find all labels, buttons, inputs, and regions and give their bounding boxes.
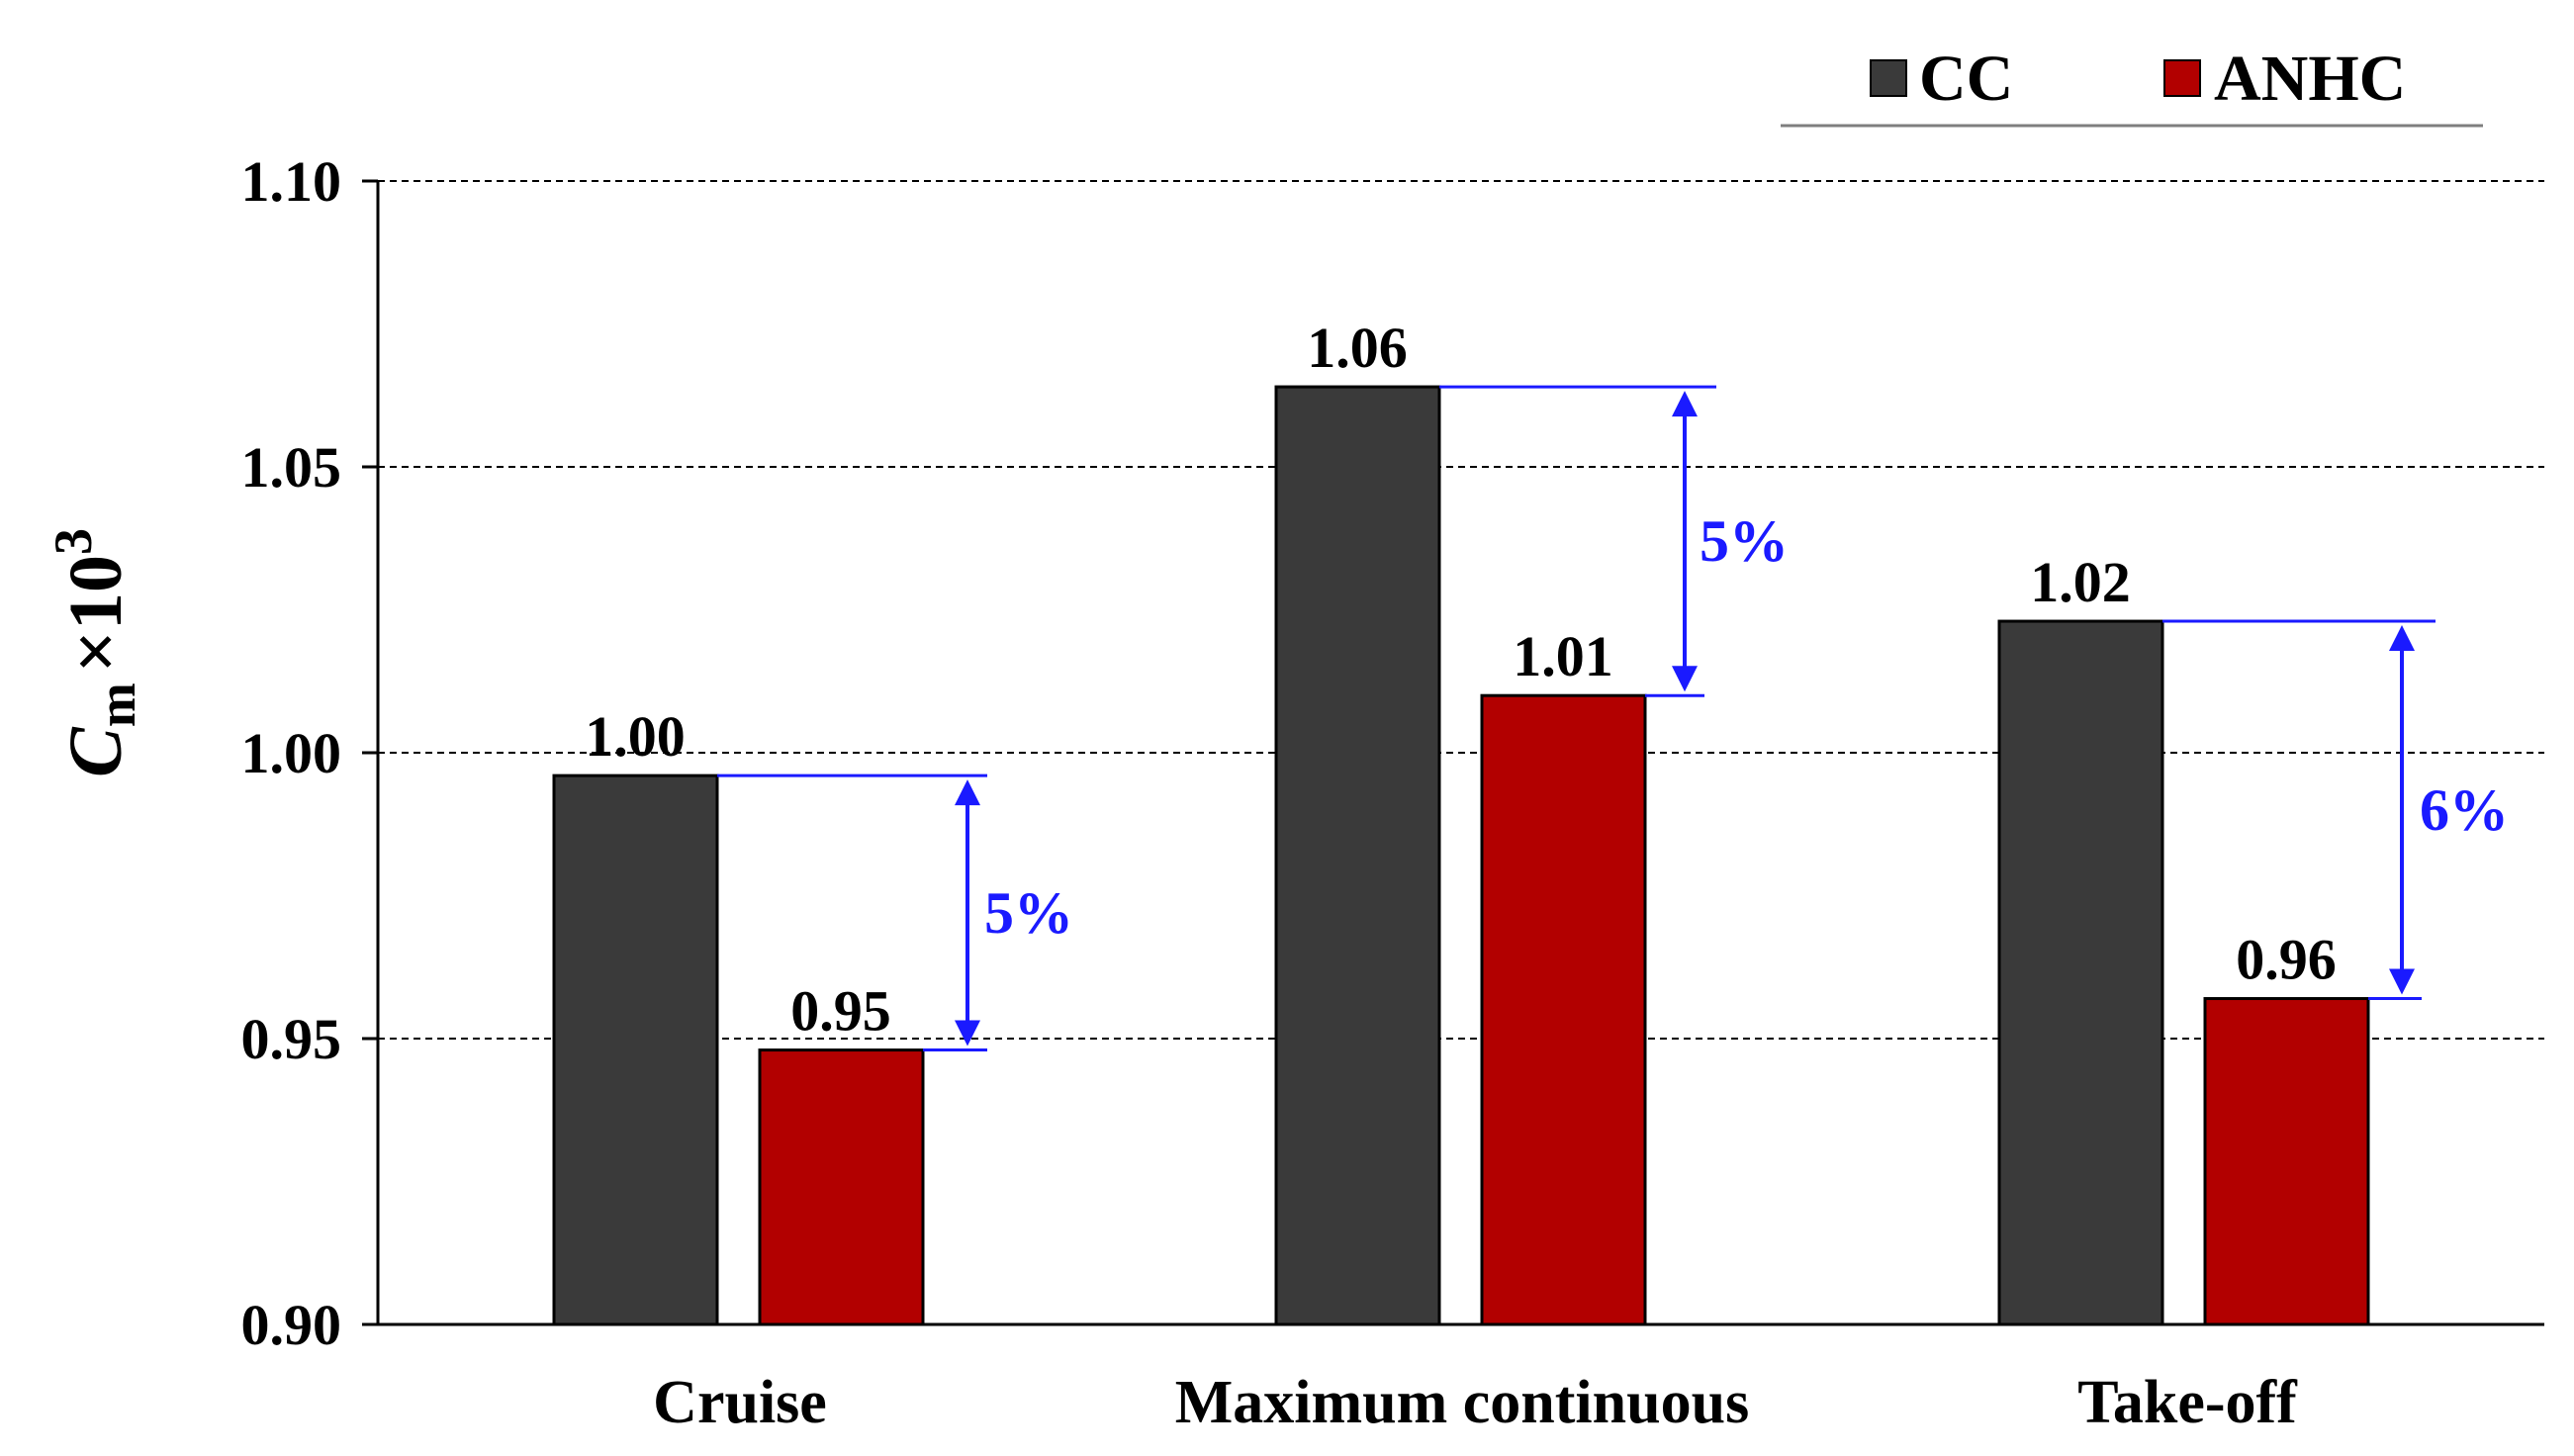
- legend-swatch-anhc: [2163, 59, 2201, 97]
- annotation-arrowhead-up: [2389, 625, 2415, 652]
- legend: CC ANHC: [1781, 43, 2483, 128]
- axes: [362, 179, 2544, 1326]
- data-label-anhc-take-off: 0.96: [2236, 928, 2337, 992]
- annotation-label: 6%: [2420, 777, 2509, 843]
- annotation-arrowhead-up: [955, 779, 980, 806]
- annotation-take-off: 6%: [2162, 619, 2509, 1001]
- bar-cc-take-off: [1997, 619, 2164, 1326]
- data-label-cc-cruise: 1.00: [585, 704, 686, 769]
- bar-cc-cruise: [552, 774, 719, 1326]
- grid: [378, 180, 2544, 1040]
- bar-anhc-maximum-continuous: [1480, 693, 1647, 1326]
- bar-anhc-cruise: [758, 1048, 925, 1326]
- legend-label-cc: CC: [1919, 43, 2013, 115]
- data-label-cc-take-off: 1.02: [2030, 550, 2131, 614]
- data-label-cc-maximum-continuous: 1.06: [1307, 316, 1408, 380]
- y-axis-label-operator: ×10: [54, 555, 138, 673]
- data-label-anhc-maximum-continuous: 1.01: [1513, 624, 1613, 688]
- y-tick-label: 1.05: [241, 435, 342, 500]
- annotation-cruise: 5%: [717, 774, 1073, 1052]
- annotation-arrowhead-down: [2389, 968, 2415, 995]
- annotation-label: 5%: [984, 880, 1073, 946]
- annotations: 5% 5% 6%: [717, 385, 2509, 1052]
- x-category-labels: Cruise Maximum continuous Take-off: [653, 1369, 2298, 1436]
- y-tick-label: 1.10: [241, 149, 342, 214]
- annotation-label: 5%: [1700, 508, 1789, 574]
- annotation-maximum-continuous: 5%: [1439, 385, 1789, 697]
- category-label-take-off: Take-off: [2077, 1369, 2298, 1436]
- y-axis-label-superscript: 3: [44, 528, 103, 555]
- legend-swatch-cc: [1870, 59, 1907, 97]
- svg-text:Cm×103: Cm ×103: [44, 528, 146, 777]
- y-tick-label: 0.90: [241, 1293, 342, 1357]
- y-axis-label: Cm ×103: [44, 528, 146, 777]
- category-label-maximum-continuous: Maximum continuous: [1175, 1369, 1749, 1436]
- annotation-arrowhead-down: [1672, 666, 1698, 692]
- y-tick-label: 0.95: [241, 1007, 342, 1071]
- annotation-arrowhead-up: [1672, 391, 1698, 417]
- annotation-arrowhead-down: [955, 1020, 980, 1046]
- bar-anhc-take-off: [2203, 997, 2370, 1326]
- y-axis-label-subscript: m: [87, 682, 146, 727]
- bar-cc-maximum-continuous: [1274, 385, 1441, 1326]
- y-axis-label-symbol: C: [54, 726, 138, 777]
- category-label-cruise: Cruise: [653, 1369, 827, 1436]
- y-tick-label: 1.00: [241, 721, 342, 785]
- y-tick-labels: 1.10 1.05 1.00 0.95 0.90: [241, 149, 342, 1357]
- bars: [552, 385, 2370, 1326]
- data-label-anhc-cruise: 0.95: [790, 979, 891, 1044]
- data-labels: 1.00 0.95 1.06 1.01 1.02 0.96: [585, 316, 2337, 1043]
- legend-label-anhc: ANHC: [2214, 43, 2406, 115]
